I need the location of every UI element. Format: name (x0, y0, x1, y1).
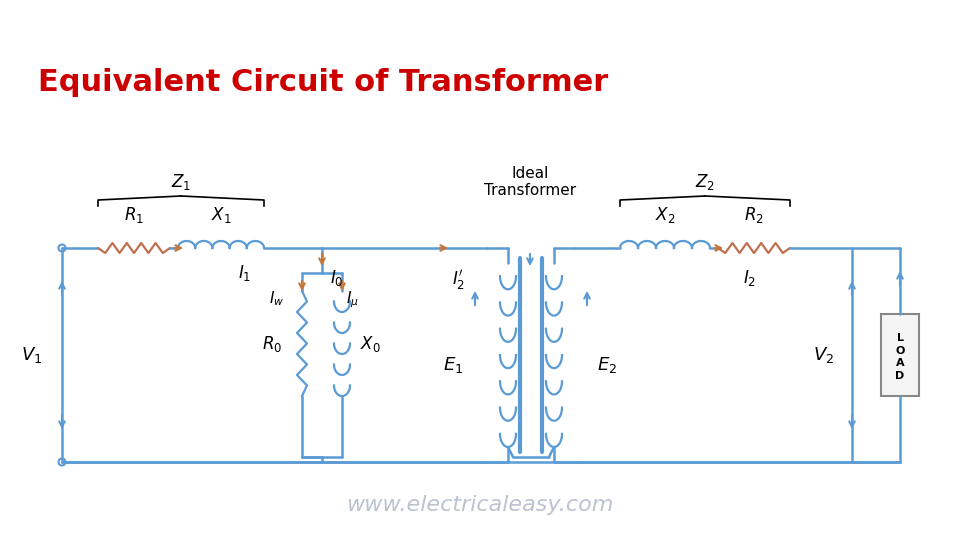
Text: $R_1$: $R_1$ (124, 205, 144, 225)
Text: $X_0$: $X_0$ (360, 334, 381, 354)
Text: $E_1$: $E_1$ (443, 355, 463, 375)
Text: Equivalent Circuit of Transformer: Equivalent Circuit of Transformer (38, 68, 609, 97)
Text: $E_2$: $E_2$ (597, 355, 617, 375)
Text: $I_2'$: $I_2'$ (452, 267, 466, 292)
Text: $Z_2$: $Z_2$ (695, 172, 715, 192)
Text: $X_2$: $X_2$ (655, 205, 675, 225)
Text: $I_1$: $I_1$ (238, 263, 252, 283)
Text: www.electricaleasy.com: www.electricaleasy.com (347, 495, 613, 515)
FancyBboxPatch shape (881, 314, 919, 396)
Text: $I_2$: $I_2$ (743, 268, 756, 288)
Text: $R_0$: $R_0$ (262, 334, 282, 354)
Text: $V_1$: $V_1$ (21, 345, 42, 365)
Text: $Z_1$: $Z_1$ (171, 172, 191, 192)
Text: $X_1$: $X_1$ (211, 205, 231, 225)
Text: Ideal
Transformer: Ideal Transformer (484, 166, 576, 198)
Text: L
O
A
D: L O A D (896, 333, 904, 381)
Text: $V_2$: $V_2$ (813, 345, 834, 365)
Text: $I_w$: $I_w$ (269, 289, 284, 308)
Text: $I_0$: $I_0$ (330, 268, 344, 288)
Text: $I_\mu$: $I_\mu$ (346, 289, 359, 310)
Text: $R_2$: $R_2$ (744, 205, 764, 225)
